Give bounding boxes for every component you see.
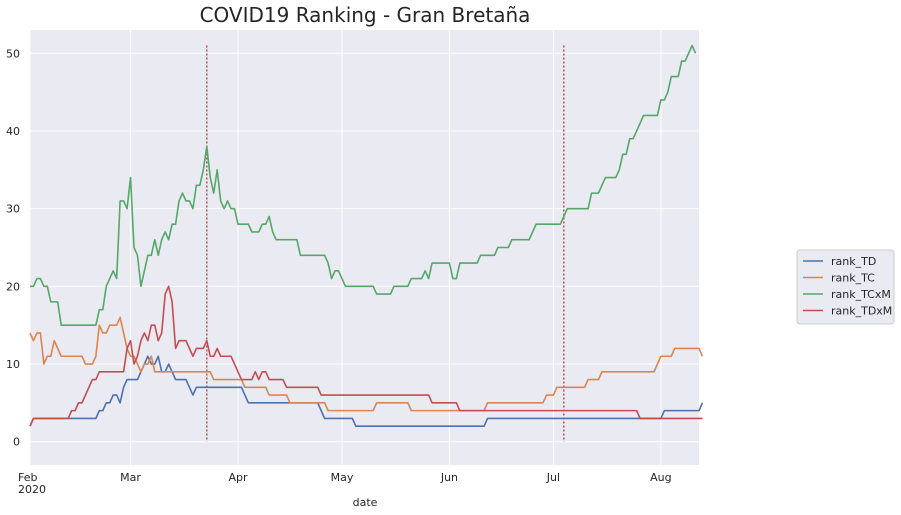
- legend-label: rank_TD: [831, 255, 876, 268]
- y-tick-label: 0: [13, 436, 20, 449]
- legend-frame: [796, 249, 895, 325]
- y-tick-labels: 0 10 20 30 40 50: [6, 47, 20, 448]
- series-lines: [29, 44, 704, 427]
- plot-area: [30, 30, 699, 465]
- series-line-rank-td: [29, 355, 704, 427]
- x-tick-sublabel: 2020: [18, 483, 46, 496]
- legend-label: rank_TC: [831, 272, 875, 285]
- x-tick-label: May: [331, 471, 354, 484]
- y-tick-label: 50: [6, 47, 20, 60]
- x-tick-label: Feb: [18, 471, 37, 484]
- x-tick-label: Jul: [546, 471, 560, 484]
- y-tick-label: 10: [6, 358, 20, 371]
- chart-title: COVID19 Ranking - Gran Bretaña: [200, 3, 531, 27]
- x-tick-label: Aug: [650, 471, 671, 484]
- x-tick-label: Apr: [228, 471, 248, 484]
- legend: rank_TD rank_TC rank_TCxM rank_TDxM: [796, 249, 895, 325]
- legend-label: rank_TDxM: [831, 305, 892, 318]
- x-axis-label: date: [353, 496, 378, 509]
- legend-label: rank_TCxM: [831, 288, 891, 301]
- x-tick-label: Jun: [440, 471, 458, 484]
- series-line-rank-tdxm: [29, 285, 703, 427]
- y-tick-label: 30: [6, 203, 20, 216]
- y-tick-label: 40: [6, 125, 20, 138]
- series-line-rank-tcxm: [30, 44, 697, 326]
- y-tick-label: 20: [6, 280, 20, 293]
- series-line-rank-tc: [29, 316, 704, 412]
- x-tick-label: Mar: [120, 471, 141, 484]
